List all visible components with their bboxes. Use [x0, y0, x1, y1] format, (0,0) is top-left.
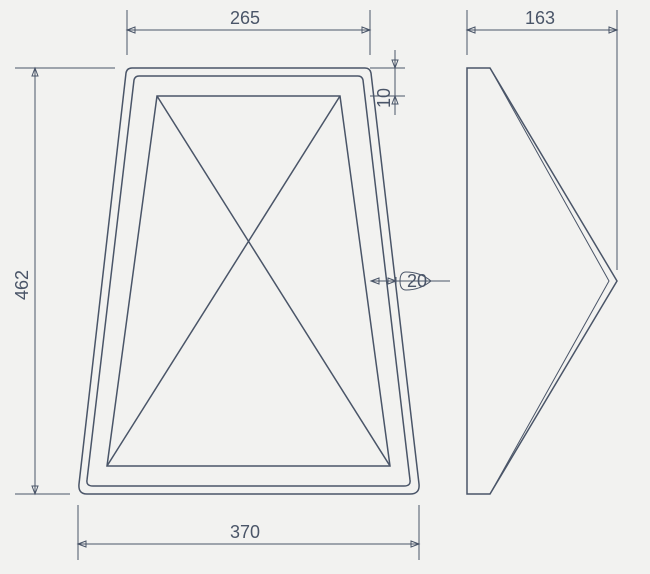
- dim-265: 265: [127, 8, 370, 55]
- dim-265-label: 265: [230, 8, 260, 28]
- front-mid: [87, 76, 410, 486]
- dim-462-label: 462: [12, 270, 32, 300]
- dim-10: 10: [370, 50, 405, 115]
- side-inner-edge: [490, 68, 609, 494]
- front-inner: [107, 96, 390, 466]
- dim-163-label: 163: [525, 8, 555, 28]
- dim-163: 163: [467, 8, 617, 270]
- technical-drawing: 265 163 370 462 10: [0, 0, 650, 574]
- diag-1: [157, 96, 390, 466]
- dim-370: 370: [78, 505, 419, 560]
- dim-370-label: 370: [230, 522, 260, 542]
- side-outer: [467, 68, 617, 494]
- dim-10-label: 10: [374, 88, 394, 108]
- dim-462: 462: [12, 68, 115, 494]
- diag-2: [107, 96, 340, 466]
- dim-20-label: 20: [407, 271, 427, 291]
- dim-20: 20: [371, 271, 450, 291]
